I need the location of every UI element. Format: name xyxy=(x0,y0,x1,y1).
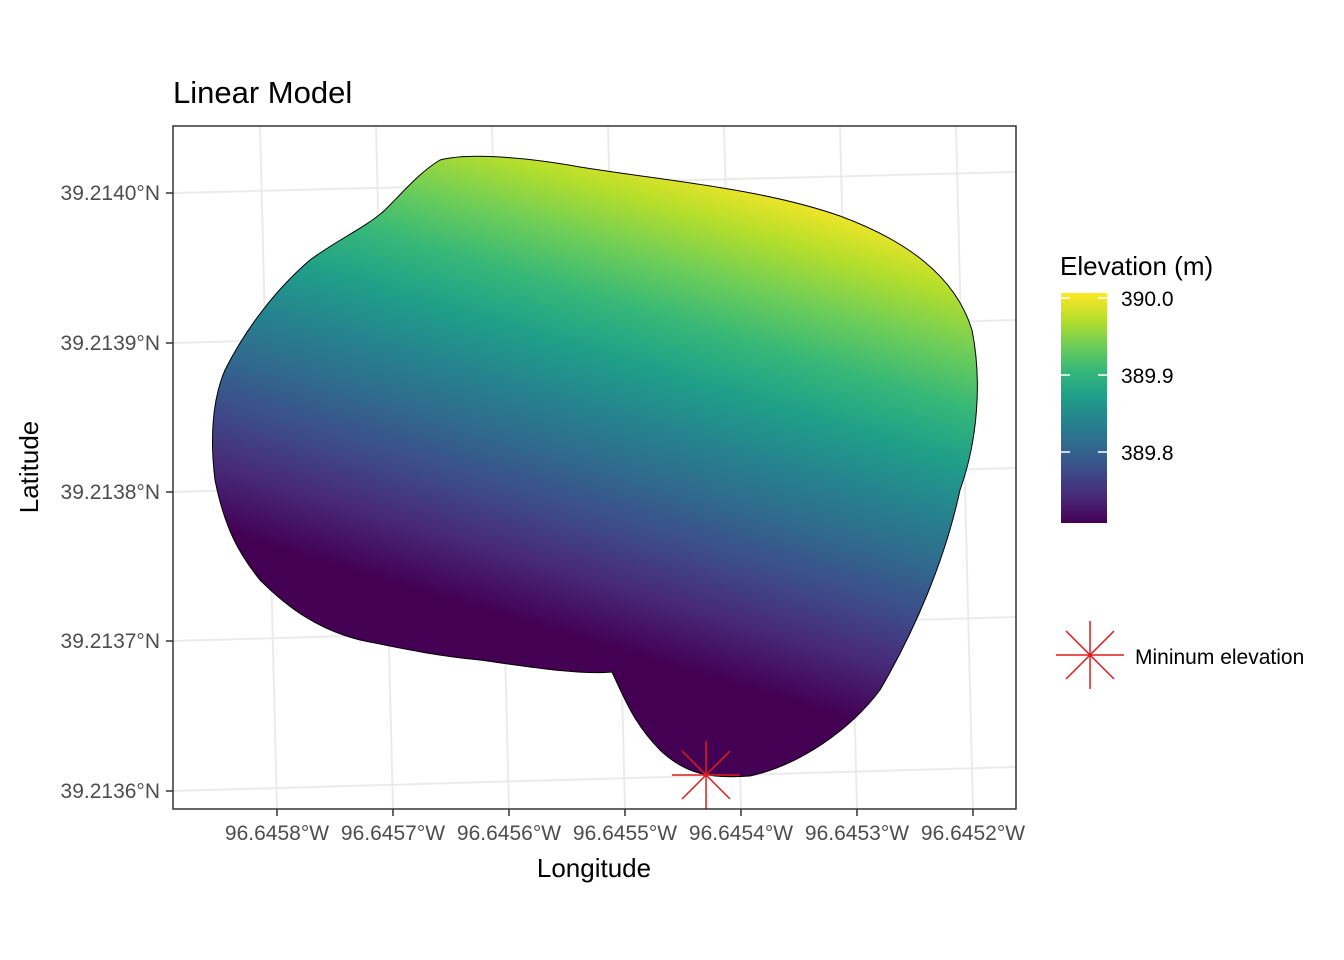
asterisk-icon xyxy=(1056,621,1124,689)
chart-title: Linear Model xyxy=(173,75,352,110)
x-tick-label: 96.6454°W xyxy=(689,822,793,845)
x-tick-label: 96.6453°W xyxy=(805,822,909,845)
min-elevation-marker xyxy=(672,741,740,809)
y-tick-label: 39.2140°N xyxy=(61,182,160,205)
y-tick-label: 39.2139°N xyxy=(61,332,160,355)
marker-legend-label: Mininum elevation xyxy=(1135,646,1304,669)
x-tick-label: 96.6457°W xyxy=(341,822,445,845)
legend-title: Elevation (m) xyxy=(1060,251,1213,281)
legend-label: 389.9 xyxy=(1121,365,1174,388)
x-tick-label: 96.6455°W xyxy=(573,822,677,845)
y-tick-label: 39.2137°N xyxy=(61,630,160,653)
x-tick-label: 96.6458°W xyxy=(225,822,329,845)
elevation-raster xyxy=(212,155,978,778)
graticule-lat-39-2136 xyxy=(173,766,1016,792)
x-tick-label: 96.6456°W xyxy=(457,822,561,845)
y-axis-title: Latitude xyxy=(14,421,44,514)
panel-border xyxy=(172,125,1017,810)
y-tick-label: 39.2136°N xyxy=(61,780,160,803)
y-tick-label: 39.2138°N xyxy=(61,481,160,504)
legend-label: 390.0 xyxy=(1121,288,1174,311)
y-axis: 39.2140°N 39.2139°N 39.2138°N 39.2137°N … xyxy=(14,182,173,803)
map-panel xyxy=(172,125,1017,810)
x-tick-label: 96.6452°W xyxy=(921,822,1025,845)
legend-colorbar xyxy=(1061,293,1107,523)
x-axis-title: Longitude xyxy=(537,853,651,883)
x-axis: 96.6458°W 96.6457°W 96.6456°W 96.6455°W … xyxy=(225,809,1025,883)
elevation-legend: Elevation (m) 390.0 389.9 389.8 xyxy=(1060,251,1213,523)
legend-label: 389.8 xyxy=(1121,442,1174,465)
marker-legend: Mininum elevation xyxy=(1056,621,1304,689)
